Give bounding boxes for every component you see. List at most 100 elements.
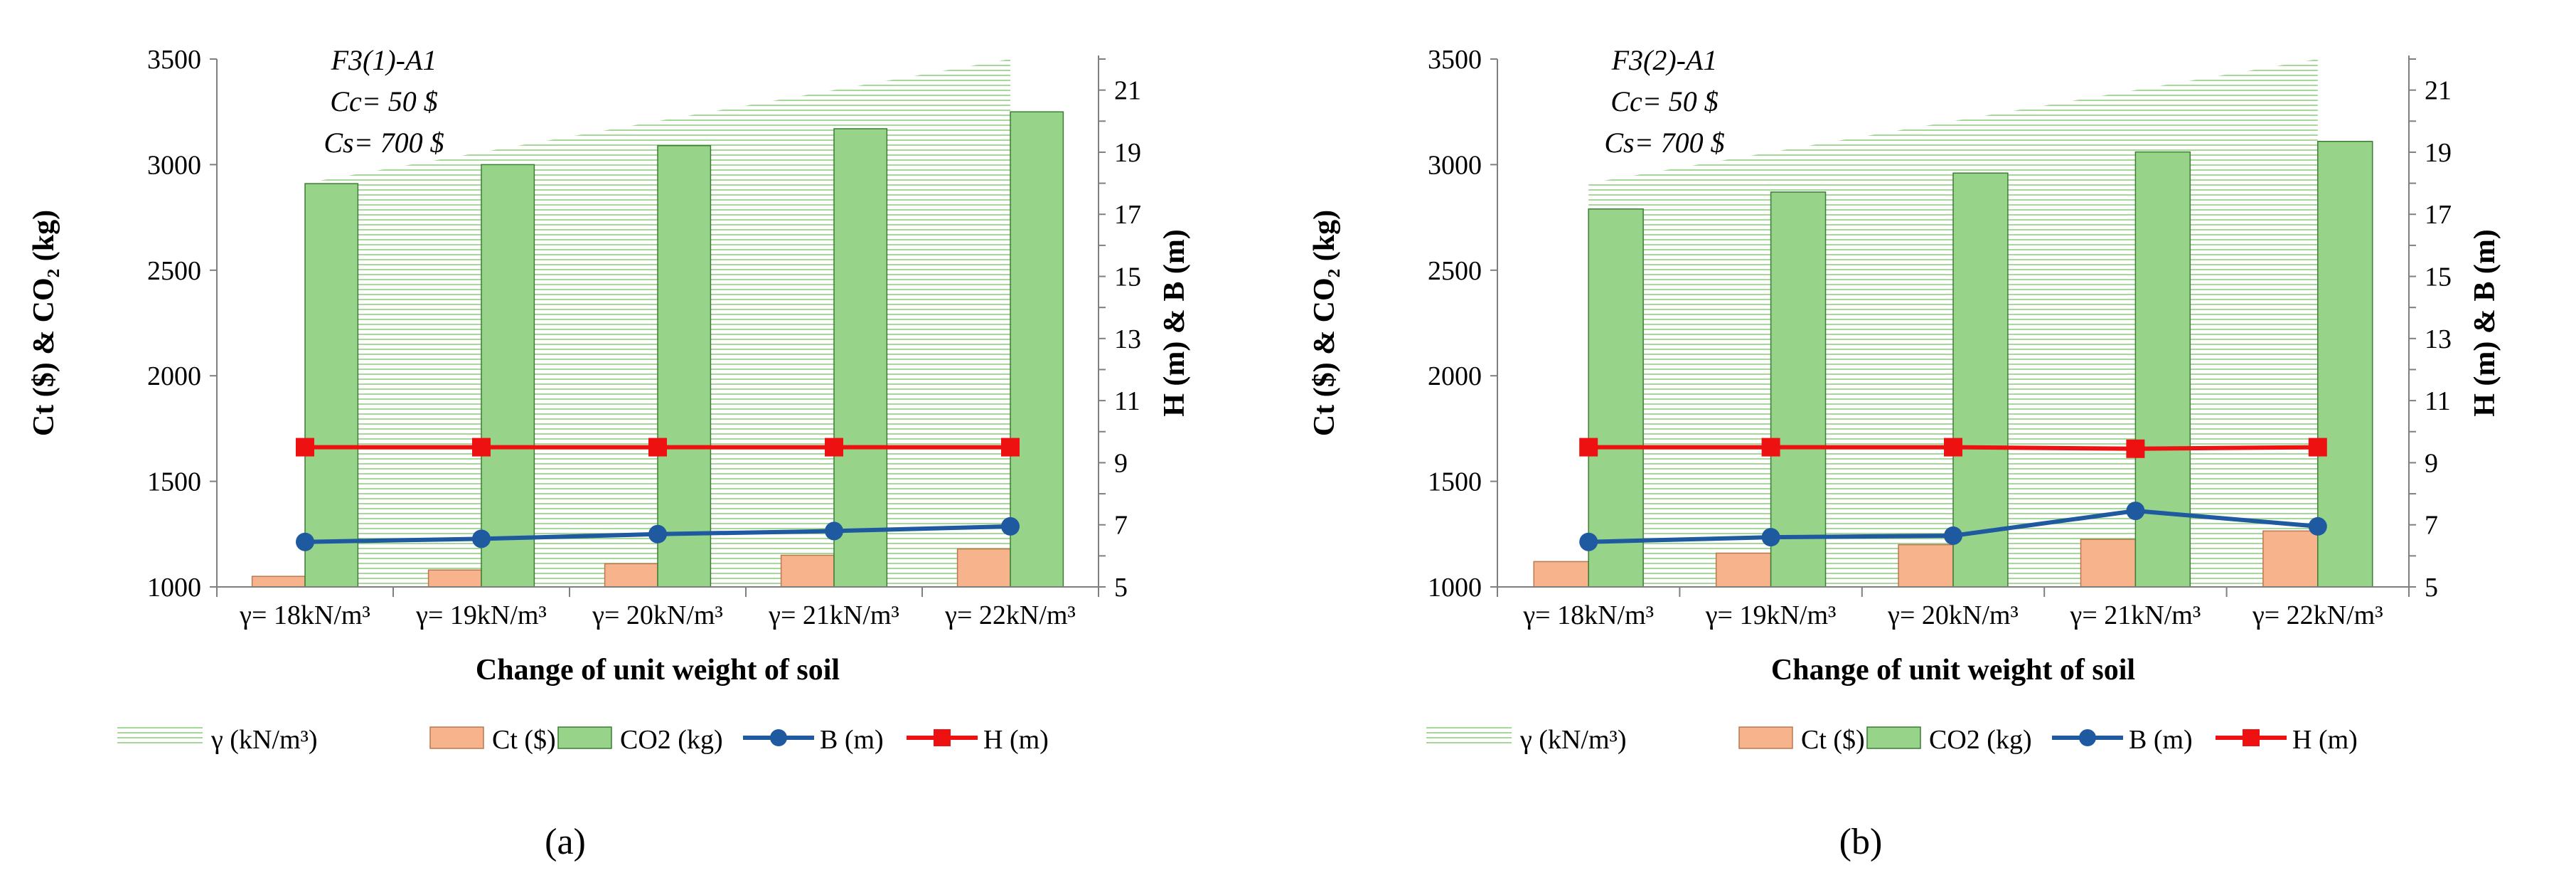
annotation-text: Cc= 50 $: [330, 85, 437, 117]
right-tick-label: 17: [2425, 200, 2452, 230]
legend-gamma-swatch: [117, 724, 203, 744]
right-tick-label: 19: [2425, 138, 2452, 168]
b-marker: [472, 529, 491, 549]
right-tick-label: 13: [1114, 324, 1141, 354]
left-tick-label: 3000: [1428, 150, 1482, 180]
x-axis-title: Change of unit weight of soil: [1771, 654, 2135, 687]
co2-bar: [481, 164, 535, 588]
right-tick-label: 15: [1114, 263, 1141, 292]
right-tick-label: 19: [1114, 138, 1141, 168]
ct-bar: [956, 548, 1011, 588]
ct-bar: [780, 554, 835, 588]
legend-label: Ct ($): [492, 725, 556, 755]
annotation-text: Cs= 700 $: [1604, 127, 1724, 159]
legend-label: CO2 (kg): [1929, 725, 2032, 755]
y-left-title: Ct ($) & CO₂ (kg): [1308, 210, 1341, 436]
panel-label: (b): [1839, 822, 1883, 862]
b-marker: [648, 524, 667, 544]
b-marker: [1001, 516, 1020, 536]
legend: γ (kN/m³) Ct ($) CO2 (kg) B (m) H (m): [1426, 724, 2358, 755]
b-marker: [1761, 528, 1780, 547]
legend-label: CO2 (kg): [620, 725, 723, 755]
co2-bar: [1588, 208, 1644, 588]
h-marker: [1001, 438, 1020, 457]
legend-co2-swatch: [1866, 726, 1921, 749]
legend: γ (kN/m³) Ct ($) CO2 (kg) B (m) H (m): [117, 724, 1049, 755]
right-tick-label: 9: [2425, 448, 2438, 478]
co2-bar: [1770, 191, 1827, 588]
b-marker: [2126, 502, 2145, 521]
ct-bar: [1715, 552, 1772, 588]
annotation-text: F3(2)-A1: [1611, 44, 1718, 76]
category-label: γ= 18kN/m³: [1522, 600, 1654, 630]
ct-bar: [1898, 544, 1954, 588]
chart-panel-b: 1000 1500 2000 2500 3000 3500 5 7 9 11 13 15 17 19 21 γ…: [1308, 44, 2501, 862]
co2-bar: [1010, 111, 1064, 588]
co2-bar: [2317, 141, 2373, 588]
h-marker: [1761, 438, 1780, 457]
category-label: γ= 19kN/m³: [1705, 600, 1837, 630]
legend-label: B (m): [2129, 725, 2193, 755]
legend-label: γ (kN/m³): [1519, 725, 1627, 755]
h-marker: [296, 438, 314, 457]
h-marker: [648, 438, 667, 457]
ct-bar: [251, 576, 306, 588]
annotation-text: Cs= 700 $: [324, 127, 444, 159]
category-label: γ= 22kN/m³: [944, 600, 1076, 630]
h-marker: [1944, 438, 1962, 457]
left-tick-label: 1500: [147, 467, 201, 497]
panel-label: (a): [545, 822, 586, 862]
legend-label: γ (kN/m³): [210, 725, 318, 755]
left-tick-label: 2500: [1428, 256, 1482, 286]
y-right-title: H (m) & B (m): [1158, 229, 1191, 417]
legend-label: Ct ($): [1801, 725, 1865, 755]
category-label: γ= 21kN/m³: [768, 600, 899, 630]
legend-label: H (m): [2292, 725, 2358, 755]
legend-b-marker: [770, 729, 787, 746]
left-tick-label: 3500: [147, 45, 201, 75]
left-tick-label: 2000: [1428, 361, 1482, 391]
right-tick-label: 5: [1114, 573, 1128, 603]
co2-bar: [833, 128, 888, 588]
x-axis-title: Change of unit weight of soil: [476, 654, 840, 687]
co2-bar: [2134, 151, 2191, 588]
legend-label: H (m): [983, 725, 1049, 755]
right-tick-label: 21: [1114, 76, 1141, 106]
b-marker: [1579, 532, 1598, 551]
ct-bar: [604, 563, 658, 588]
category-label: γ= 20kN/m³: [592, 600, 723, 630]
right-tick-label: 11: [2425, 386, 2451, 416]
legend-ct-swatch: [1738, 726, 1793, 749]
y-right-title: H (m) & B (m): [2469, 229, 2501, 417]
category-label: γ= 18kN/m³: [239, 600, 370, 630]
b-marker: [2308, 516, 2327, 536]
b-marker: [1944, 526, 1962, 545]
annotation-text: F3(1)-A1: [331, 44, 437, 76]
co2-bar: [304, 183, 359, 588]
category-label: γ= 21kN/m³: [2070, 600, 2201, 630]
right-tick-label: 13: [2425, 324, 2452, 354]
y-left-title: Ct ($) & CO₂ (kg): [28, 210, 60, 436]
h-marker: [2308, 438, 2327, 457]
category-label: γ= 22kN/m³: [2252, 600, 2383, 630]
left-tick-label: 1000: [1428, 573, 1482, 603]
left-tick-label: 1500: [1428, 467, 1482, 497]
right-tick-label: 21: [2425, 76, 2452, 106]
legend-h-marker: [2243, 729, 2260, 746]
right-tick-label: 9: [1114, 448, 1128, 478]
legend-ct-swatch: [429, 726, 484, 749]
co2-bar: [1952, 172, 2009, 588]
right-tick-label: 7: [1114, 511, 1128, 541]
left-tick-label: 1000: [147, 573, 201, 603]
ct-bar: [1533, 561, 1589, 588]
h-marker: [2126, 439, 2145, 458]
ct-bar: [2262, 530, 2319, 588]
left-tick-label: 3500: [1428, 45, 1482, 75]
h-marker: [825, 438, 843, 457]
right-tick-label: 11: [1114, 386, 1140, 416]
right-tick-label: 7: [2425, 511, 2438, 541]
legend-gamma-swatch: [1426, 724, 1512, 744]
left-tick-label: 2000: [147, 361, 201, 391]
h-marker: [472, 438, 491, 457]
